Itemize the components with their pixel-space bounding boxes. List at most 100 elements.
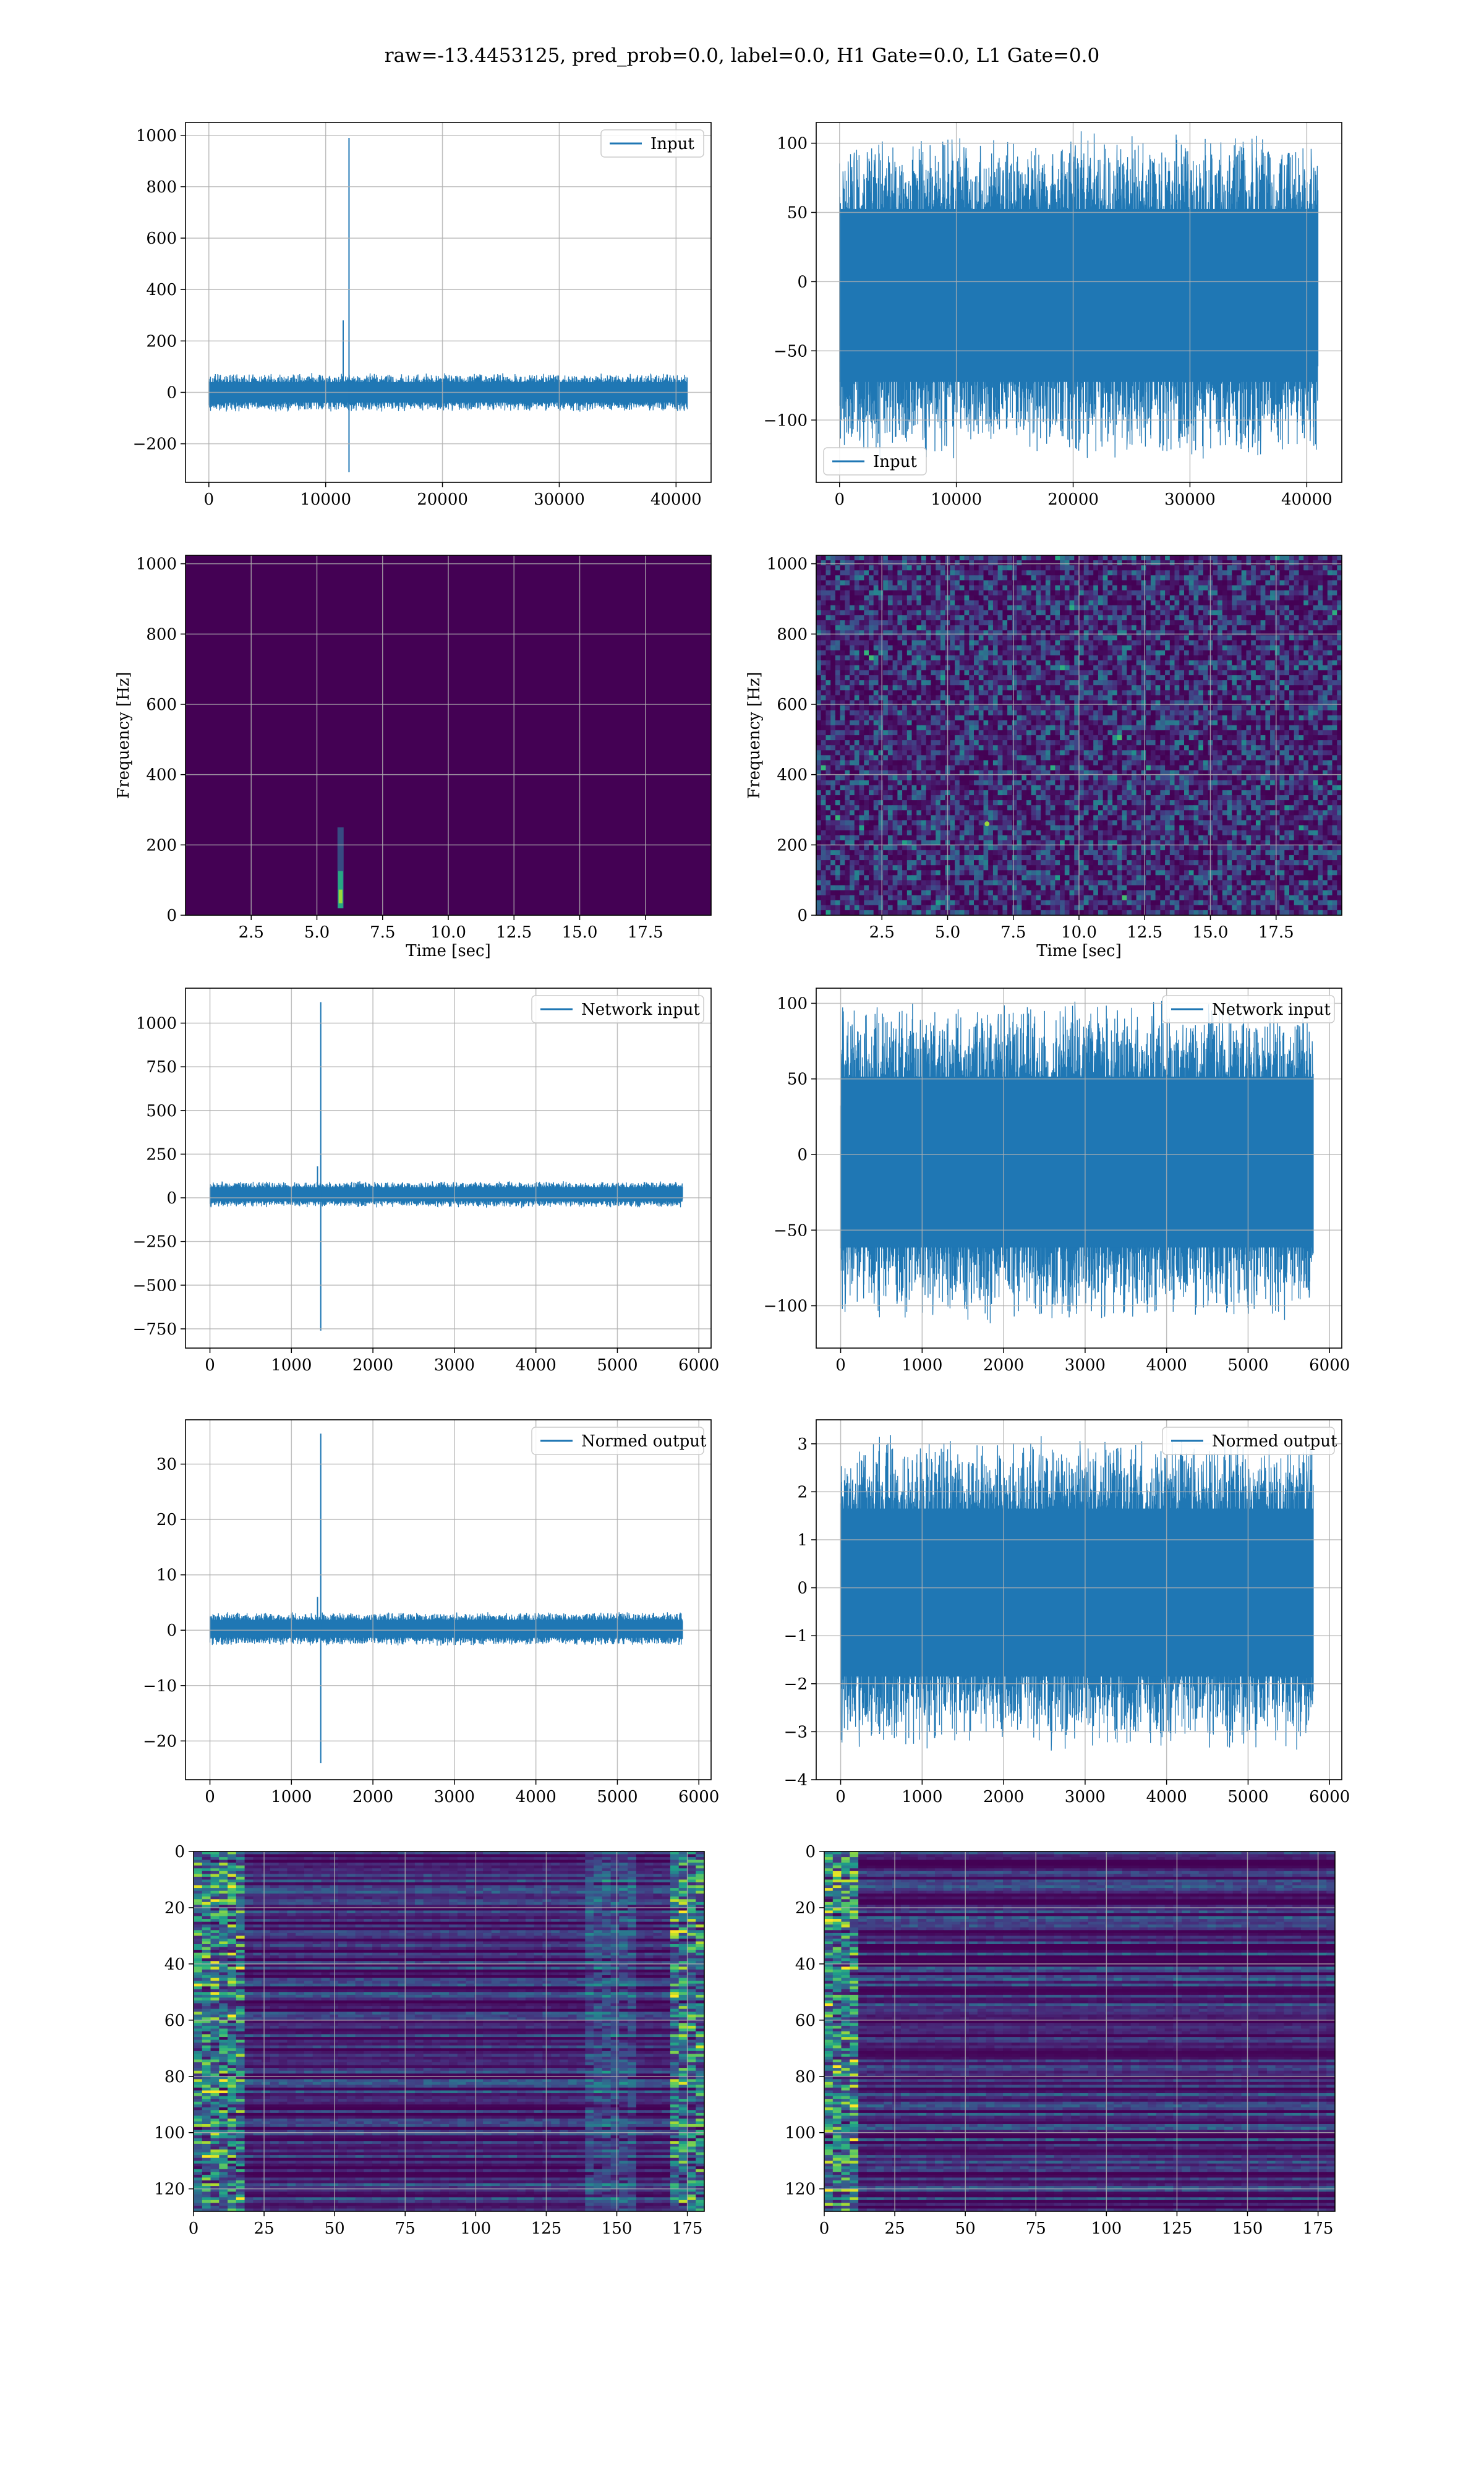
heatmap-cell	[1070, 586, 1075, 591]
heatmap-cell	[869, 760, 874, 766]
heatmap-cell	[1156, 695, 1161, 701]
heatmap-cell	[950, 580, 955, 586]
heatmap-cell	[931, 715, 936, 721]
heatmap-cell	[1002, 700, 1007, 706]
heatmap-cell	[874, 600, 879, 606]
heatmap-cell	[1026, 695, 1031, 701]
heatmap-cell	[1026, 690, 1031, 696]
heatmap-cell	[1323, 570, 1328, 576]
heatmap-cell	[1065, 700, 1070, 706]
heatmap-cell	[1227, 675, 1232, 681]
heatmap-cell	[1127, 725, 1132, 731]
heatmap-cell	[1093, 620, 1098, 626]
heatmap-cell	[1160, 735, 1165, 741]
heatmap-cell	[1151, 680, 1156, 686]
heatmap-cell	[850, 685, 855, 691]
heatmap-cell	[960, 660, 965, 666]
heatmap-cell	[1198, 711, 1203, 716]
heatmap-cell	[1122, 711, 1127, 716]
heatmap-cell	[826, 766, 831, 771]
heatmap-cell	[1026, 760, 1031, 766]
heatmap-cell	[1217, 665, 1222, 671]
heatmap-cell	[1122, 555, 1127, 561]
heatmap-cell	[955, 635, 960, 641]
heatmap-cell	[897, 646, 902, 651]
heatmap-cell	[1046, 565, 1051, 571]
heatmap-cell	[1318, 655, 1323, 661]
heatmap-cell	[1237, 575, 1242, 581]
heatmap-cell	[1051, 630, 1055, 636]
heatmap-cell	[965, 725, 970, 731]
heatmap-cell	[1270, 735, 1275, 741]
heatmap-cell	[1303, 596, 1308, 601]
heatmap-cell	[1031, 605, 1036, 611]
heatmap-cell	[1175, 580, 1180, 586]
heatmap-cell	[969, 635, 974, 641]
heatmap-cell	[965, 690, 970, 696]
heatmap-cell	[1203, 635, 1208, 641]
heatmap-cell	[1007, 745, 1012, 751]
heatmap-cell	[1213, 750, 1217, 756]
heatmap-cell	[830, 646, 835, 651]
heatmap-cell	[1227, 715, 1232, 721]
heatmap-cell	[960, 725, 965, 731]
heatmap-cell	[1136, 766, 1141, 771]
heatmap-cell	[840, 755, 845, 761]
heatmap-cell	[1151, 715, 1156, 721]
heatmap-cell	[1299, 750, 1304, 756]
heatmap-cell	[1151, 640, 1156, 646]
heatmap-cell	[897, 580, 902, 586]
heatmap-cell	[1112, 575, 1117, 581]
heatmap-cell	[1284, 670, 1289, 676]
heatmap-cell	[902, 586, 907, 591]
heatmap-cell	[1179, 720, 1184, 726]
heatmap-cell	[1132, 711, 1136, 716]
heatmap-cell	[869, 615, 874, 621]
legend: Input	[601, 130, 704, 157]
heatmap-cell	[1328, 760, 1333, 766]
heatmap-cell	[1280, 565, 1285, 571]
heatmap-cell	[984, 675, 989, 681]
heatmap-cell	[1117, 575, 1122, 581]
heatmap-cell	[1203, 586, 1208, 591]
heatmap-cell	[907, 755, 912, 761]
heatmap-cell	[1217, 640, 1222, 646]
heatmap-cell	[1093, 610, 1098, 616]
heatmap-cell	[1141, 635, 1146, 641]
heatmap-cell	[1261, 555, 1266, 561]
heatmap-cell	[1103, 620, 1108, 626]
heatmap-cell	[974, 655, 979, 661]
heatmap-cell	[1122, 735, 1127, 741]
heatmap-cell	[850, 730, 855, 736]
heatmap-cell	[816, 690, 821, 696]
heatmap-cell	[1194, 625, 1199, 631]
heatmap-cell	[893, 750, 898, 756]
heatmap-cell	[1070, 575, 1075, 581]
heatmap-cell	[1265, 760, 1270, 766]
heatmap-cell	[979, 651, 984, 656]
heatmap-cell	[1127, 670, 1132, 676]
heatmap-cell	[1026, 735, 1031, 741]
heatmap-cell	[883, 740, 888, 746]
heatmap-cell	[1280, 591, 1285, 596]
heatmap-cell	[1198, 660, 1203, 666]
heatmap-cell	[1265, 766, 1270, 771]
heatmap-cell	[1041, 766, 1046, 771]
heatmap-cell	[1084, 605, 1089, 611]
heatmap-cell	[907, 735, 912, 741]
heatmap-cell	[926, 690, 931, 696]
heatmap-cell	[1251, 620, 1256, 626]
heatmap-cell	[821, 725, 826, 731]
heatmap-cell	[1093, 600, 1098, 606]
heatmap-cell	[1227, 555, 1232, 561]
heatmap-cell	[950, 586, 955, 591]
heatmap-cell	[1146, 670, 1151, 676]
heatmap-cell	[1198, 730, 1203, 736]
heatmap-cell	[845, 675, 850, 681]
heatmap-cell	[830, 605, 835, 611]
heatmap-cell	[965, 720, 970, 726]
heatmap-cell	[1065, 555, 1070, 561]
heatmap-cell	[926, 605, 931, 611]
heatmap-cell	[1323, 715, 1328, 721]
